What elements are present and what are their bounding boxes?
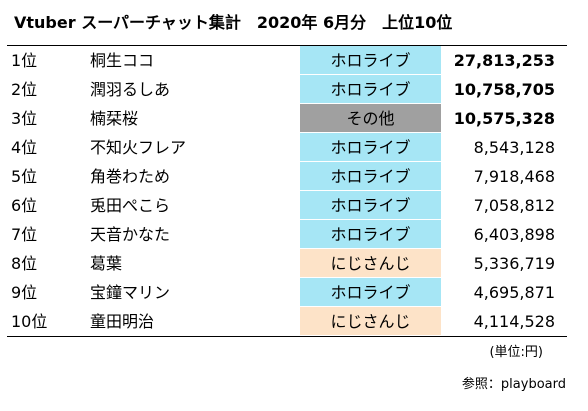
amount-cell: 7,058,812 [473, 196, 555, 215]
table-row: 8位 葛葉 にじさんじ 5,336,719 [7, 249, 567, 278]
rank-cell: 5位 [11, 167, 38, 186]
table-row: 10位 童田明治 にじさんじ 4,114,528 [7, 307, 567, 337]
amount-cell: 7,918,468 [473, 167, 555, 186]
amount-cell: 4,114,528 [473, 312, 555, 331]
table-row: 1位 桐生ココ ホロライブ 27,813,253 [7, 46, 567, 75]
name-cell: 不知火フレア [90, 138, 187, 157]
name-cell: 角巻わため [90, 167, 171, 186]
rank-cell: 9位 [11, 283, 38, 302]
table-row: 7位 天音かなた ホロライブ 6,403,898 [7, 220, 567, 249]
name-cell: 楠栞桜 [90, 109, 139, 128]
rank-cell: 8位 [11, 254, 38, 273]
amount-cell: 27,813,253 [453, 51, 555, 70]
group-cell: にじさんじ [300, 307, 441, 336]
rank-cell: 7位 [11, 225, 38, 244]
name-cell: 童田明治 [90, 312, 155, 331]
amount-cell: 5,336,719 [473, 254, 555, 273]
amount-cell: 4,695,871 [473, 283, 555, 302]
name-cell: 宝鐘マリン [90, 283, 171, 302]
name-cell: 天音かなた [90, 225, 171, 244]
page-title: Vtuber スーパーチャット集計 2020年 6月分 上位10位 [14, 13, 453, 32]
amount-cell: 10,758,705 [453, 80, 555, 99]
table-row: 4位 不知火フレア ホロライブ 8,543,128 [7, 133, 567, 162]
rank-cell: 1位 [11, 51, 38, 70]
group-cell: その他 [300, 104, 441, 133]
name-cell: 葛葉 [90, 254, 123, 273]
group-cell: ホロライブ [300, 278, 441, 307]
amount-cell: 8,543,128 [473, 138, 555, 157]
source-note: 参照：playboard [461, 377, 566, 392]
group-cell: ホロライブ [300, 46, 441, 75]
group-cell: ホロライブ [300, 191, 441, 220]
group-cell: ホロライブ [300, 133, 441, 162]
table-row: 2位 潤羽るしあ ホロライブ 10,758,705 [7, 75, 567, 104]
group-cell: ホロライブ [300, 162, 441, 191]
rank-cell: 6位 [11, 196, 38, 215]
rank-cell: 4位 [11, 138, 38, 157]
group-cell: ホロライブ [300, 75, 441, 104]
name-cell: 兎田ぺこら [90, 196, 171, 215]
group-cell: ホロライブ [300, 220, 441, 249]
rank-cell: 10位 [11, 312, 48, 331]
group-cell: にじさんじ [300, 249, 441, 278]
ranking-table: 1位 桐生ココ ホロライブ 27,813,253 2位 潤羽るしあ ホロライブ … [7, 45, 567, 337]
unit-note: (単位:円) [489, 345, 543, 360]
amount-cell: 10,575,328 [453, 109, 555, 128]
name-cell: 桐生ココ [90, 51, 155, 70]
table-row: 6位 兎田ぺこら ホロライブ 7,058,812 [7, 191, 567, 220]
amount-cell: 6,403,898 [473, 225, 555, 244]
table-row: 3位 楠栞桜 その他 10,575,328 [7, 104, 567, 133]
table-row: 9位 宝鐘マリン ホロライブ 4,695,871 [7, 278, 567, 307]
rank-cell: 2位 [11, 80, 38, 99]
rank-cell: 3位 [11, 109, 38, 128]
table-row: 5位 角巻わため ホロライブ 7,918,468 [7, 162, 567, 191]
name-cell: 潤羽るしあ [90, 80, 171, 99]
